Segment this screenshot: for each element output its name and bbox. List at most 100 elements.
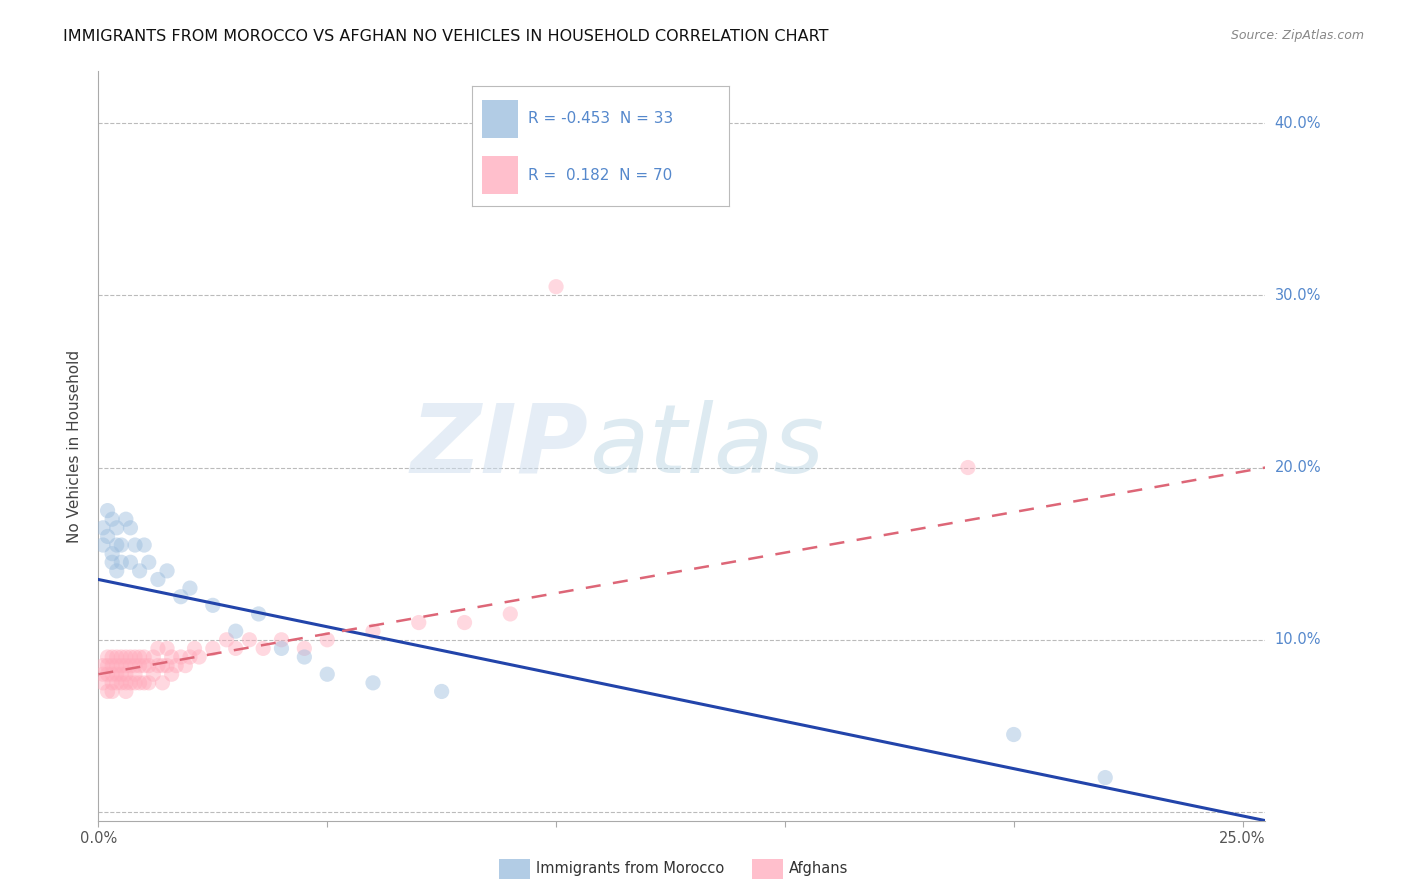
Point: [101, 658, 124, 673]
Point: [225, 624, 247, 639]
Point: [361, 676, 384, 690]
Point: [142, 667, 165, 681]
Point: [101, 512, 124, 526]
Point: [120, 658, 142, 673]
Point: [316, 632, 339, 647]
Point: [101, 676, 124, 690]
Point: [156, 641, 179, 656]
Text: ZIP: ZIP: [411, 400, 589, 492]
Point: [201, 641, 224, 656]
Point: [120, 555, 142, 569]
Point: [146, 658, 169, 673]
Point: [152, 676, 174, 690]
Point: [408, 615, 430, 630]
Point: [124, 676, 146, 690]
Point: [179, 581, 201, 595]
Point: [183, 641, 205, 656]
Point: [499, 607, 522, 621]
Point: [179, 650, 201, 665]
Point: [238, 632, 260, 647]
Text: Afghans: Afghans: [789, 862, 848, 876]
Point: [101, 547, 124, 561]
Point: [170, 590, 193, 604]
Point: [124, 658, 146, 673]
Point: [115, 650, 138, 665]
Point: [128, 676, 150, 690]
Point: [91, 667, 114, 681]
Point: [160, 650, 183, 665]
Point: [91, 676, 114, 690]
Point: [134, 538, 156, 552]
Point: [101, 667, 124, 681]
Point: [101, 650, 124, 665]
Point: [165, 658, 187, 673]
Point: [110, 667, 132, 681]
Point: [170, 650, 193, 665]
Point: [156, 658, 179, 673]
Point: [142, 650, 165, 665]
Point: [97, 684, 120, 698]
Point: [97, 667, 120, 681]
Point: [91, 521, 114, 535]
Point: [956, 460, 979, 475]
Point: [105, 538, 128, 552]
Point: [105, 658, 128, 673]
Point: [120, 650, 142, 665]
Point: [97, 529, 120, 543]
Point: [115, 512, 138, 526]
Point: [1002, 727, 1025, 741]
Point: [110, 658, 132, 673]
Point: [105, 521, 128, 535]
Point: [188, 650, 211, 665]
Point: [174, 658, 197, 673]
Point: [97, 650, 120, 665]
Point: [138, 676, 160, 690]
Point: [115, 658, 138, 673]
Point: [134, 650, 156, 665]
Point: [124, 667, 146, 681]
Point: [120, 676, 142, 690]
Point: [156, 564, 179, 578]
Point: [110, 538, 132, 552]
Point: [544, 279, 567, 293]
Point: [146, 573, 169, 587]
Point: [430, 684, 453, 698]
Point: [128, 564, 150, 578]
Point: [91, 658, 114, 673]
Y-axis label: No Vehicles in Household: No Vehicles in Household: [67, 350, 83, 542]
Point: [128, 658, 150, 673]
Point: [101, 684, 124, 698]
Point: [152, 658, 174, 673]
Point: [97, 658, 120, 673]
Point: [252, 641, 274, 656]
Point: [115, 676, 138, 690]
Text: Immigrants from Morocco: Immigrants from Morocco: [536, 862, 724, 876]
Point: [101, 555, 124, 569]
Point: [292, 650, 315, 665]
Text: 40.0%: 40.0%: [1275, 116, 1322, 130]
Point: [453, 615, 475, 630]
Point: [115, 684, 138, 698]
Point: [110, 650, 132, 665]
Point: [134, 658, 156, 673]
Point: [105, 667, 128, 681]
Point: [292, 641, 315, 656]
Point: [361, 624, 384, 639]
Text: 20.0%: 20.0%: [1275, 460, 1322, 475]
Point: [146, 641, 169, 656]
Text: 10.0%: 10.0%: [1275, 632, 1322, 648]
Point: [124, 538, 146, 552]
Point: [270, 632, 292, 647]
Point: [201, 599, 224, 613]
Point: [110, 555, 132, 569]
Point: [97, 503, 120, 517]
Point: [138, 555, 160, 569]
Point: [105, 564, 128, 578]
Point: [225, 641, 247, 656]
Point: [1094, 771, 1116, 785]
Text: IMMIGRANTS FROM MOROCCO VS AFGHAN NO VEHICLES IN HOUSEHOLD CORRELATION CHART: IMMIGRANTS FROM MOROCCO VS AFGHAN NO VEH…: [63, 29, 828, 44]
Point: [105, 676, 128, 690]
Text: atlas: atlas: [589, 400, 824, 492]
Point: [124, 650, 146, 665]
Point: [128, 650, 150, 665]
